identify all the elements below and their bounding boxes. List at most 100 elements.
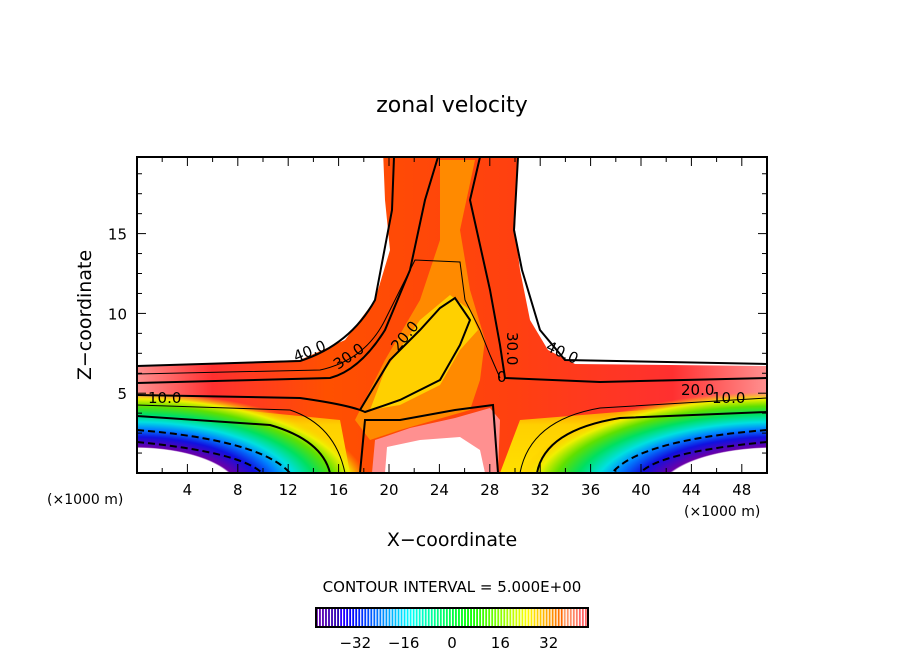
- colorbar-stripe: [545, 608, 548, 627]
- colorbar-stripe: [397, 608, 400, 627]
- contour-label: 20.0: [681, 381, 714, 399]
- colorbar-tick-labels: −32 −16 0 16 32: [339, 634, 558, 652]
- colorbar-stripe: [485, 608, 488, 627]
- chart-title: zonal velocity: [376, 93, 528, 118]
- colorbar-stripe: [470, 608, 472, 627]
- colorbar-stripe: [521, 608, 524, 627]
- x-axis-label: X−coordinate: [387, 529, 517, 551]
- colorbar-stripe: [560, 608, 563, 627]
- colorbar-stripe: [409, 608, 412, 627]
- colorbar-stripe: [578, 608, 581, 627]
- colorbar-stripe: [352, 608, 355, 627]
- x-tick-label: 32: [531, 481, 550, 499]
- contour-fill: [137, 157, 767, 473]
- right-lobe-fill: [519, 392, 767, 473]
- colorbar-stripe: [557, 608, 560, 627]
- colorbar-stripe: [325, 608, 327, 627]
- colorbar-stripe: [331, 608, 333, 627]
- colorbar-stripe: [452, 608, 454, 627]
- x-tick-label: 4: [183, 481, 193, 499]
- colorbar-stripe: [424, 608, 427, 627]
- colorbar-stripe: [421, 608, 424, 627]
- colorbar-stripe: [467, 608, 469, 627]
- colorbar-stripe: [340, 608, 342, 627]
- colorbar-stripe: [382, 608, 385, 627]
- x-tick-label: 48: [732, 481, 751, 499]
- x-tick-label: 40: [631, 481, 650, 499]
- colorbar-stripe: [563, 608, 566, 627]
- colorbar-stripe: [433, 608, 436, 627]
- colorbar-stripe: [530, 608, 533, 627]
- colorbar-stripe: [349, 608, 352, 627]
- colorbar-stripe: [572, 608, 575, 627]
- x-tick-label: 16: [329, 481, 348, 499]
- colorbar-stripe: [355, 608, 358, 627]
- x-tick-label: 36: [581, 481, 600, 499]
- colorbar-stripe: [403, 608, 406, 627]
- colorbar-stripe: [427, 608, 430, 627]
- colorbar-stripe: [343, 608, 346, 627]
- colorbar-stripe: [445, 608, 448, 627]
- colorbar-stripe: [373, 608, 376, 627]
- colorbar-stripe: [436, 608, 439, 627]
- colorbar-stripe: [476, 608, 478, 627]
- colorbar-stripe: [388, 608, 391, 627]
- colorbar-tick-label: −16: [388, 634, 420, 652]
- colorbar-stripe: [539, 608, 542, 627]
- colorbar-stripe: [500, 608, 503, 627]
- colorbar-stripe: [379, 608, 382, 627]
- colorbar-stripe: [458, 608, 460, 627]
- colorbar-stripe: [506, 608, 509, 627]
- colorbar-stripe: [322, 608, 324, 627]
- colorbar: [316, 608, 587, 627]
- colorbar-stripe: [328, 608, 330, 627]
- colorbar-stripe: [509, 608, 512, 627]
- colorbar-stripe: [542, 608, 545, 627]
- colorbar-stripe: [367, 608, 370, 627]
- colorbar-stripe: [551, 608, 554, 627]
- colorbar-tick-label: 0: [447, 634, 457, 652]
- x-tick-labels: 4 8 12 16 20 24 28 32 36 40 44 48: [183, 481, 752, 499]
- colorbar-stripe: [527, 608, 530, 627]
- colorbar-stripe: [337, 608, 339, 627]
- x-tick-label: 44: [682, 481, 701, 499]
- colorbar-tick-label: 16: [491, 634, 510, 652]
- colorbar-stripe: [364, 608, 367, 627]
- colorbar-stripe: [581, 608, 584, 627]
- contour-lines: [137, 157, 767, 473]
- y-tick-labels: 5 10 15: [108, 226, 127, 404]
- y-tick-label: 15: [108, 226, 127, 244]
- colorbar-stripe: [479, 608, 482, 627]
- x-unit-left: (×1000 m): [47, 492, 123, 508]
- colorbar-stripe: [491, 608, 494, 627]
- colorbar-stripe: [494, 608, 497, 627]
- axis-ticks: [137, 157, 767, 473]
- y-tick-label: 10: [108, 305, 127, 323]
- colorbar-stripe: [439, 608, 442, 627]
- yellow-core-fill: [370, 295, 478, 410]
- y-axis-label: Z−coordinate: [74, 250, 96, 380]
- contour-label: 0: [497, 368, 507, 386]
- colorbar-stripe: [391, 608, 394, 627]
- colorbar-stripe: [548, 608, 551, 627]
- colorbar-stripe: [415, 608, 418, 627]
- colorbar-stripe: [455, 608, 457, 627]
- contour-label: 10.0: [148, 389, 181, 407]
- colorbar-stripe: [512, 608, 515, 627]
- colorbar-stripe: [554, 608, 557, 627]
- colorbar-stripe: [518, 608, 521, 627]
- colorbar-stripe: [461, 608, 463, 627]
- x-tick-label: 24: [430, 481, 449, 499]
- colorbar-stripe: [346, 608, 349, 627]
- contour-label: 30.0: [503, 332, 521, 365]
- x-tick-label: 28: [480, 481, 499, 499]
- colorbar-stripe: [442, 608, 445, 627]
- colorbar-stripe: [334, 608, 336, 627]
- colorbar-stripe: [497, 608, 500, 627]
- colorbar-tick-label: −32: [339, 634, 371, 652]
- colorbar-stripe: [533, 608, 536, 627]
- colorbar-tick-label: 32: [539, 634, 558, 652]
- colorbar-stripe: [412, 608, 415, 627]
